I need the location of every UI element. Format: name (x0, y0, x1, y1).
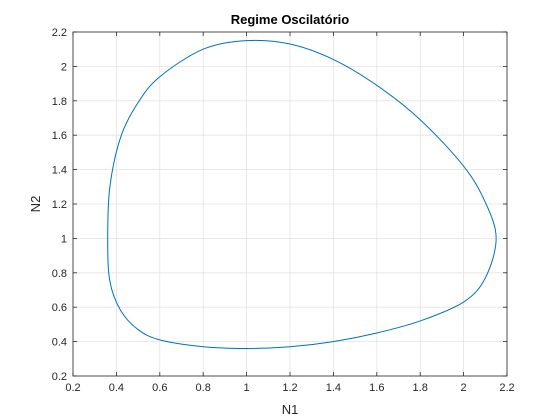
series-layer (107, 39, 497, 349)
y-tick-label: 1 (61, 233, 67, 245)
x-ticks: 0.2 0.4 0.6 0.8 1 1.2 1.4 1.6 1.8 2 2.2 (65, 32, 515, 394)
y-tick-label: 0.2 (52, 371, 67, 383)
y-axis-label: N2 (28, 196, 43, 213)
x-tick-label: 2.2 (499, 382, 514, 394)
x-tick-label: 1 (244, 382, 250, 394)
x-tick-label: 2 (461, 382, 467, 394)
x-tick-label: 0.4 (109, 382, 124, 394)
y-tick-label: 1.8 (52, 96, 67, 108)
series-line (107, 39, 497, 349)
y-ticks: 0.2 0.4 0.6 0.8 1 1.2 1.4 1.6 1.8 2 2.2 (52, 27, 507, 383)
x-tick-label: 1.8 (413, 382, 428, 394)
y-tick-label: 0.4 (52, 337, 67, 349)
y-tick-label: 0.8 (52, 268, 67, 280)
x-tick-label: 1.2 (282, 382, 297, 394)
y-tick-label: 2.2 (52, 27, 67, 39)
chart-title: Regime Oscilatório (231, 12, 350, 27)
x-tick-label: 1.6 (369, 382, 384, 394)
x-tick-label: 0.2 (65, 382, 80, 394)
x-tick-label: 0.8 (196, 382, 211, 394)
y-tick-label: 1.4 (52, 165, 67, 177)
y-tick-label: 1.2 (52, 199, 67, 211)
x-axis-label: N1 (282, 402, 299, 417)
x-tick-label: 0.6 (152, 382, 167, 394)
y-tick-label: 1.6 (52, 130, 67, 142)
y-tick-label: 2 (61, 61, 67, 73)
y-tick-label: 0.6 (52, 302, 67, 314)
x-tick-label: 1.4 (326, 382, 341, 394)
